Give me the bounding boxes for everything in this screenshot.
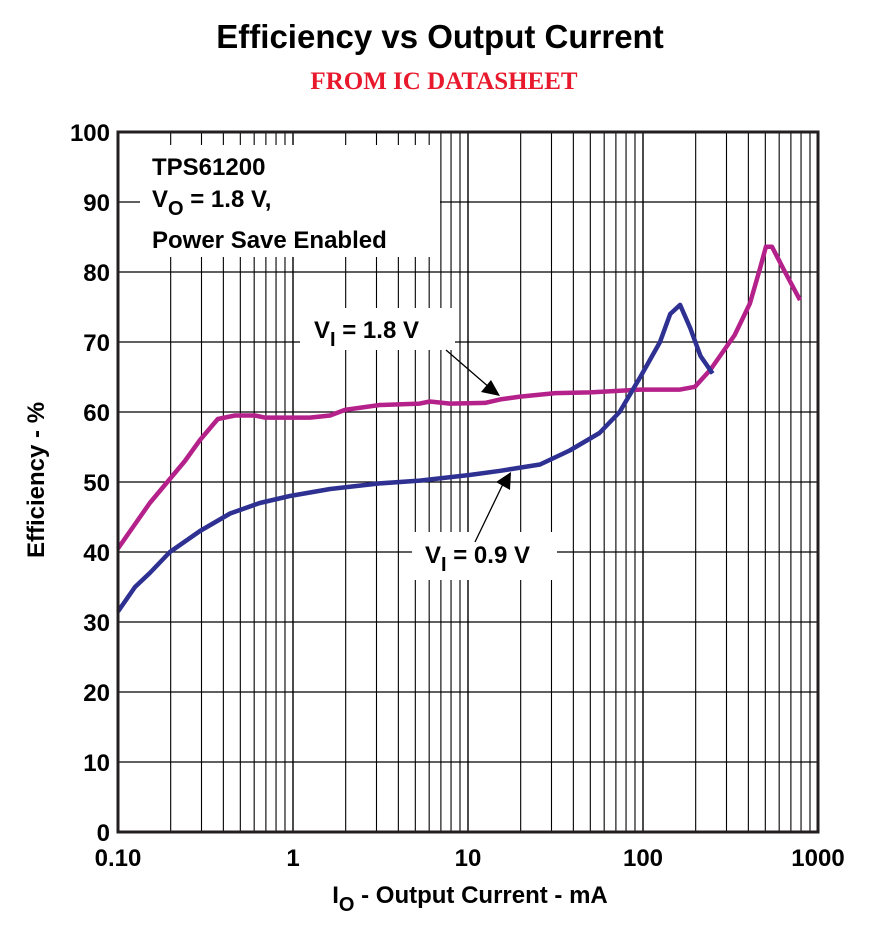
y-axis-label: Efficiency - % [23,402,50,558]
y-tick-label: 90 [83,190,110,217]
arrow-1.8v-head [481,380,500,396]
note-line1: TPS61200 [152,154,265,181]
arrow-1.8v-line [445,349,491,389]
y-tick-label: 30 [83,610,110,637]
y-tick-label: 50 [83,470,110,497]
series-label-1.8v: VI = 1.8 V [314,317,419,351]
series-label-0.9v: VI = 0.9 V [425,542,530,576]
y-tick-label: 70 [83,330,110,357]
x-tick-label: 0.10 [95,845,142,872]
arrow-0.9v-head [496,472,511,490]
x-tick-label: 1 [286,845,299,872]
plot-frame [116,130,820,834]
y-tick-label: 60 [83,400,110,427]
y-tick-label: 20 [83,680,110,707]
label-backgrounds [140,145,557,580]
y-tick-label: 0 [97,820,110,847]
x-tick-label: 100 [623,845,663,872]
y-tick-label: 10 [83,750,110,777]
y-tick-label: 80 [83,260,110,287]
tick-labels: 0 10 20 30 40 50 60 70 80 90 100 0.10 1 10 100 1000 [70,120,845,872]
series-line-1 [116,302,715,613]
chart-subtitle: FROM IC DATASHEET [310,68,578,95]
note-line2: VO = 1.8 V, [152,186,271,220]
chart-title: Efficiency vs Output Current [216,18,664,55]
series-line-0 [116,244,802,550]
y-tick-label: 40 [83,540,110,567]
note-line3: Power Save Enabled [152,227,387,254]
x-tick-label: 10 [455,845,482,872]
x-axis-label: IO - Output Current - mA [332,882,608,916]
series-group [116,244,802,613]
x-tick-label: 1000 [791,845,844,872]
arrow-0.9v-line [474,483,504,543]
y-tick-label: 100 [70,120,110,147]
